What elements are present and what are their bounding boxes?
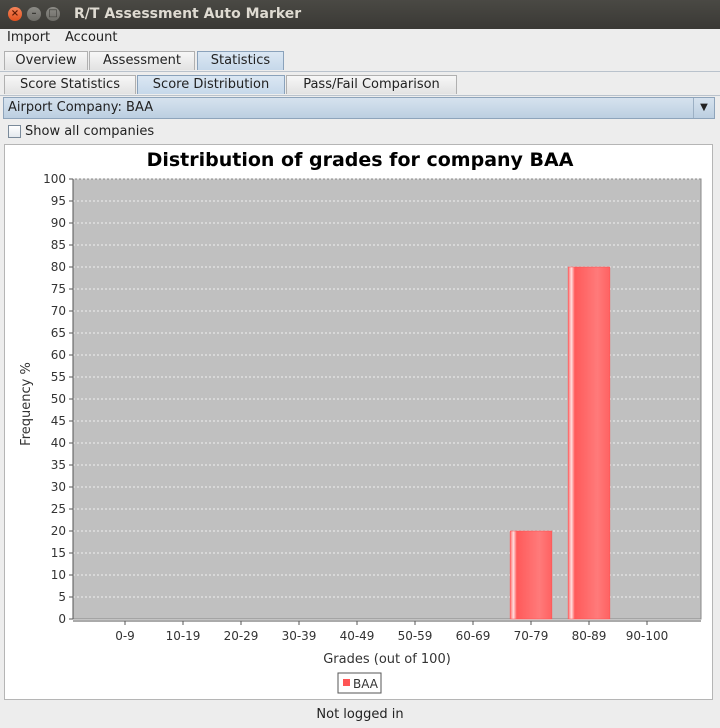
chevron-down-icon[interactable]: ▼: [693, 98, 714, 118]
y-tick-label: 100: [43, 172, 66, 186]
y-tick-label: 85: [51, 238, 66, 252]
y-tick-label: 30: [51, 480, 66, 494]
x-tick-label: 90-100: [626, 629, 669, 643]
show-all-label[interactable]: Show all companies: [25, 124, 155, 139]
tab-overview[interactable]: Overview: [4, 51, 88, 70]
y-tick-label: 45: [51, 414, 66, 428]
y-tick-label: 70: [51, 304, 66, 318]
tab-pass-fail-comparison[interactable]: Pass/Fail Comparison: [286, 75, 457, 94]
tab-assessment[interactable]: Assessment: [89, 51, 195, 70]
y-tick-label: 60: [51, 348, 66, 362]
bar-70-79: [509, 530, 553, 620]
x-tick-label: 30-39: [282, 629, 317, 643]
y-tick-label: 35: [51, 458, 66, 472]
x-tick-label: 60-69: [456, 629, 491, 643]
show-all-checkbox[interactable]: [8, 125, 21, 138]
menu-import[interactable]: Import: [7, 30, 51, 45]
y-tick-label: 10: [51, 568, 66, 582]
main-tab-bar: Overview Assessment Statistics: [0, 49, 720, 72]
x-tick-label: 50-59: [398, 629, 433, 643]
window-maximize-icon[interactable]: □: [46, 7, 60, 21]
y-tick-label: 65: [51, 326, 66, 340]
x-tick-label: 70-79: [514, 629, 549, 643]
tab-score-distribution[interactable]: Score Distribution: [137, 75, 285, 94]
tab-statistics[interactable]: Statistics: [197, 51, 284, 70]
company-select[interactable]: Airport Company: BAA ▼: [3, 97, 715, 119]
tab-score-statistics[interactable]: Score Statistics: [4, 75, 136, 94]
login-status: Not logged in: [316, 707, 404, 722]
title-bar: × – □ R/T Assessment Auto Marker: [0, 0, 720, 29]
x-tick-label: 80-89: [572, 629, 607, 643]
y-tick-label: 15: [51, 546, 66, 560]
status-bar: Not logged in: [0, 704, 720, 728]
chart-panel: Distribution of grades for company BAA 0…: [4, 144, 713, 700]
menu-account[interactable]: Account: [65, 30, 118, 45]
y-tick-label: 50: [51, 392, 66, 406]
menu-bar: Import Account: [0, 29, 720, 47]
y-tick-label: 95: [51, 194, 66, 208]
y-tick-label: 40: [51, 436, 66, 450]
y-tick-label: 80: [51, 260, 66, 274]
x-tick-label: 40-49: [340, 629, 375, 643]
y-tick-label: 5: [58, 590, 66, 604]
x-tick-label: 20-29: [224, 629, 259, 643]
y-tick-label: 20: [51, 524, 66, 538]
y-tick-label: 75: [51, 282, 66, 296]
bar-80-89: [567, 266, 611, 620]
legend-label: BAA: [353, 677, 379, 691]
y-tick-label: 0: [58, 612, 66, 626]
y-tick-label: 55: [51, 370, 66, 384]
window-minimize-icon[interactable]: –: [27, 7, 41, 21]
window-title: R/T Assessment Auto Marker: [74, 6, 302, 22]
legend-swatch: [343, 679, 350, 686]
x-tick-label: 0-9: [115, 629, 135, 643]
y-tick-label: 25: [51, 502, 66, 516]
x-tick-label: 10-19: [166, 629, 201, 643]
company-select-value: Airport Company: BAA: [8, 100, 154, 115]
distribution-chart: Distribution of grades for company BAA 0…: [19, 149, 702, 694]
y-axis-label: Frequency %: [19, 362, 34, 446]
window-close-icon[interactable]: ×: [8, 7, 22, 21]
sub-tab-bar: Score Statistics Score Distribution Pass…: [0, 73, 720, 96]
chart-title: Distribution of grades for company BAA: [147, 149, 574, 171]
x-axis-label: Grades (out of 100): [323, 652, 451, 667]
y-tick-label: 90: [51, 216, 66, 230]
legend: BAA: [337, 672, 382, 694]
